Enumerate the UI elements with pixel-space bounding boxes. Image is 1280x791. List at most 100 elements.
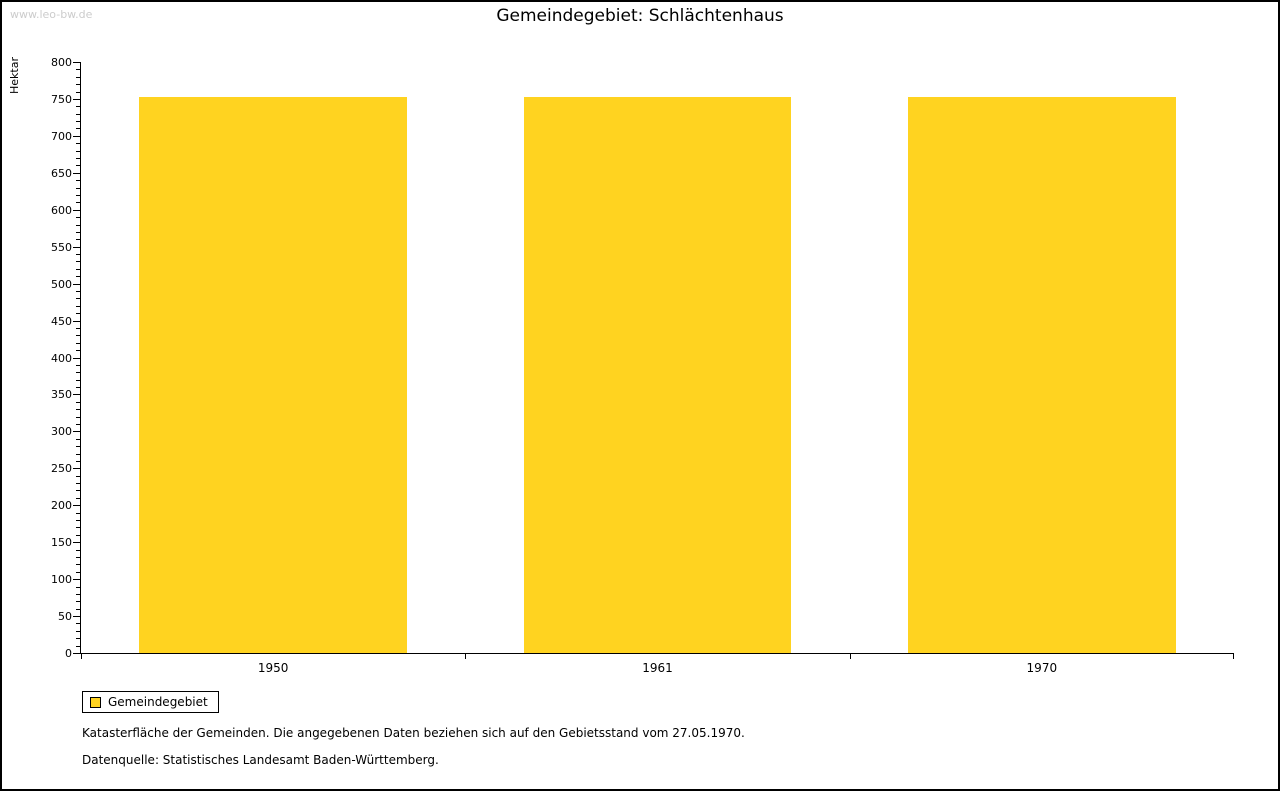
bar-1970 [908, 97, 1176, 653]
chart-title: Gemeindegebiet: Schlächtenhaus [496, 6, 784, 26]
y-minor-tick [76, 534, 80, 536]
y-minor-tick [76, 158, 80, 160]
y-minor-tick [76, 128, 80, 130]
x-axis-tick [81, 654, 82, 659]
plot-area: 0 50 100 150 200 250 300 350 400 450 500 550 600 650 7… [51, 56, 1234, 675]
y-minor-tick [76, 84, 80, 86]
y-minor-tick [76, 475, 80, 477]
y-minor-tick [76, 76, 80, 78]
y-minor-tick [76, 113, 80, 115]
y-minor-tick [76, 630, 80, 632]
y-tick-label: 650 [51, 166, 72, 180]
y-tick-label: 800 [51, 56, 72, 69]
y-minor-tick [76, 379, 80, 381]
bar-1950 [139, 97, 407, 653]
footnote-source-note: Katasterfläche der Gemeinden. Die angege… [82, 726, 745, 740]
y-tick-label: 550 [51, 240, 72, 254]
y-minor-tick [76, 593, 80, 595]
y-minor-tick [76, 520, 80, 522]
footnote-data-source: Datenquelle: Statistisches Landesamt Bad… [82, 753, 439, 767]
y-major-tick [73, 246, 80, 248]
y-minor-tick [76, 387, 80, 389]
watermark: www.leo-bw.de [10, 8, 93, 21]
y-minor-tick [76, 364, 80, 366]
y-minor-tick [76, 217, 80, 219]
y-minor-tick [76, 121, 80, 123]
y-minor-tick [76, 483, 80, 485]
y-tick-label: 350 [51, 388, 72, 402]
x-axis-tick [465, 654, 467, 659]
y-tick-label: 250 [51, 462, 72, 476]
y-minor-tick [76, 254, 80, 256]
legend-swatch-icon [90, 696, 101, 708]
y-major-tick [73, 579, 80, 581]
y-major-tick [73, 135, 80, 137]
y-minor-tick [76, 438, 80, 440]
y-minor-tick [76, 313, 80, 315]
y-tick-label: 150 [51, 536, 72, 550]
x-category-label: 1950 [257, 661, 289, 675]
y-minor-tick [76, 342, 80, 344]
y-minor-tick [76, 350, 80, 352]
x-category-label: 1970 [1026, 661, 1058, 675]
y-minor-tick [76, 512, 80, 514]
y-major-tick [73, 320, 80, 322]
y-minor-tick [76, 150, 80, 152]
y-minor-tick [76, 423, 80, 425]
y-major-tick [73, 62, 80, 63]
y-major-tick [73, 172, 80, 174]
y-tick-label: 750 [51, 92, 72, 106]
x-axis-tick [1233, 654, 1234, 659]
y-minor-tick [76, 549, 80, 551]
y-minor-tick [76, 224, 80, 226]
y-tick-label: 600 [51, 203, 72, 217]
y-major-tick [73, 505, 80, 507]
y-minor-tick [76, 276, 80, 278]
y-minor-tick [76, 460, 80, 462]
y-major-tick [73, 394, 80, 396]
y-tick-label: 500 [51, 277, 72, 291]
y-tick-label: 50 [58, 610, 72, 624]
y-tick-label: 400 [51, 351, 72, 365]
y-minor-tick [76, 335, 80, 337]
y-major-tick [73, 468, 80, 470]
y-minor-tick [76, 490, 80, 492]
y-minor-tick [76, 239, 80, 241]
y-minor-tick [76, 571, 80, 573]
x-category-label: 1961 [642, 661, 673, 675]
x-axis-tick [849, 654, 851, 659]
y-minor-tick [76, 527, 80, 529]
y-minor-tick [76, 372, 80, 374]
y-minor-tick [76, 645, 80, 647]
y-tick-label: 200 [51, 499, 72, 513]
y-minor-tick [76, 165, 80, 167]
y-minor-tick [76, 416, 80, 418]
y-minor-tick [76, 202, 80, 204]
y-minor-tick [76, 453, 80, 455]
y-minor-tick [76, 231, 80, 233]
y-tick-label: 100 [51, 573, 72, 587]
y-minor-tick [76, 586, 80, 588]
y-minor-tick [76, 623, 80, 625]
y-minor-tick [76, 497, 80, 499]
bar-1961 [523, 97, 792, 653]
y-minor-tick [76, 564, 80, 566]
y-minor-tick [76, 69, 80, 71]
y-minor-tick [76, 638, 80, 640]
y-major-tick [73, 542, 80, 544]
y-major-tick [73, 209, 80, 211]
legend-label: Gemeindegebiet [108, 695, 208, 709]
y-minor-tick [76, 556, 80, 558]
y-tick-label: 700 [51, 129, 72, 143]
y-minor-tick [76, 268, 80, 270]
y-major-tick [73, 616, 80, 618]
y-tick-label: 450 [51, 314, 72, 328]
y-minor-tick [76, 298, 80, 300]
y-minor-tick [76, 305, 80, 307]
y-minor-tick [76, 91, 80, 93]
y-minor-tick [76, 143, 80, 145]
y-tick-label: 0 [65, 647, 72, 660]
y-minor-tick [76, 608, 80, 610]
y-minor-tick [76, 409, 80, 411]
